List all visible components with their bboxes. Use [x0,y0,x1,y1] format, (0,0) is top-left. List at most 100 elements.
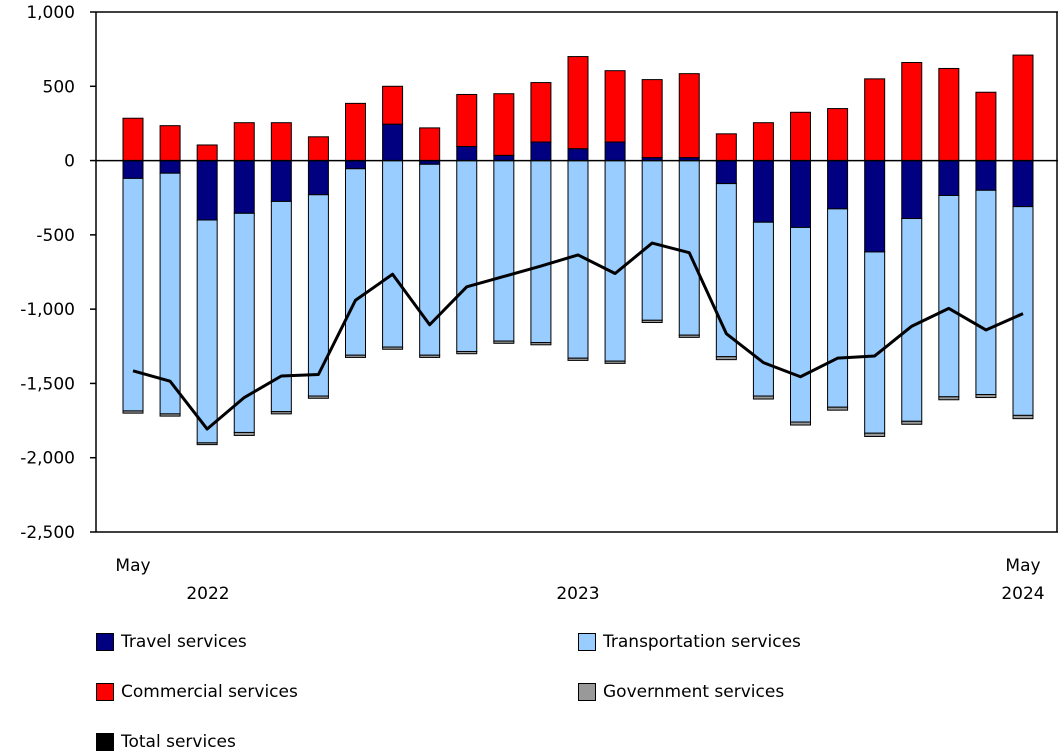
bar-commercial-2023-09 [715,133,737,162]
y-tick-label: 0 [64,152,75,172]
bar-government-2023-04 [530,342,552,346]
bars-layer [122,54,1034,446]
y-tick-label: -500 [36,226,75,246]
bar-government-2022-08 [233,431,255,436]
bar-travel-2024-05 [1012,160,1034,208]
bar-transportation-2024-04 [975,189,997,396]
legend-item-commercial: Commercial services [96,682,298,702]
bar-commercial-2023-06 [604,70,626,143]
bar-travel-2023-12 [827,160,849,210]
bar-commercial-2023-01 [419,127,441,162]
bar-transportation-2022-11 [345,168,366,356]
stacked-bar-line-chart: 1,000 500 0 -500 -1,000 -1,500 -2,000 -2,500 Ma… [20,3,1058,604]
bar-commercial-2023-10 [752,122,774,162]
bar-transportation-2024-01 [864,251,886,434]
bar-government-2024-03 [938,396,960,401]
bar-transportation-2022-05 [122,177,144,412]
y-tick-label: 1,000 [26,3,75,23]
bar-transportation-2023-11 [790,226,811,423]
line-total [132,241,1024,431]
bar-travel-2022-08 [233,160,255,214]
legend-swatch-transportation [578,633,596,651]
bar-transportation-2023-06 [604,160,626,362]
bar-government-2024-01 [864,432,886,437]
bar-travel-2023-06 [604,141,626,162]
bar-commercial-2023-12 [827,108,849,162]
bar-government-2022-07 [196,442,218,446]
bar-government-2023-09 [715,356,737,361]
bar-travel-2023-09 [715,160,737,185]
bar-travel-2024-04 [975,160,997,191]
bar-government-2023-02 [456,350,478,355]
bar-government-2023-01 [419,354,441,358]
bar-transportation-2022-10 [307,194,329,397]
bar-commercial-2022-11 [345,102,366,162]
bar-transportation-2024-03 [938,194,960,398]
legend-label-total: Total services [121,732,236,752]
x-tick-label-month: May [1005,556,1040,576]
bar-travel-2022-07 [196,160,218,221]
bar-government-2023-10 [752,395,774,400]
bar-government-2023-11 [790,421,811,426]
bar-travel-2022-12 [382,123,404,162]
bar-commercial-2023-08 [678,73,700,159]
bar-government-2023-12 [827,406,849,411]
legend-item-travel: Travel services [96,632,247,652]
bar-travel-2024-03 [938,160,960,196]
bar-transportation-2022-08 [233,212,255,433]
bar-transportation-2023-02 [456,160,478,352]
x-tick-label-year: 2024 [1001,584,1044,604]
y-axis: 1,000 500 0 -500 -1,000 -1,500 -2,000 -2,500 [20,3,96,543]
bar-transportation-2024-05 [1012,206,1034,416]
legend-swatch-total [96,733,114,751]
bar-government-2022-09 [270,411,292,415]
bar-commercial-2023-05 [567,56,589,150]
bar-commercial-2022-09 [270,122,292,162]
bar-transportation-2023-01 [419,163,441,356]
legend-label-government: Government services [603,682,785,702]
bar-transportation-2023-03 [493,160,515,342]
bar-commercial-2022-05 [122,117,144,162]
bar-commercial-2022-07 [196,144,218,162]
legend-item-total: Total services [96,732,236,752]
bar-transportation-2023-04 [530,160,552,344]
x-axis: May 2022 2023 May 2024 [115,556,1044,604]
legend-item-government: Government services [578,682,784,702]
bar-commercial-2024-03 [938,67,960,162]
bar-travel-2024-02 [901,160,923,220]
bar-transportation-2023-10 [752,221,774,397]
bar-government-2023-06 [604,360,626,364]
x-tick-label-year: 2022 [186,584,229,604]
legend-label-travel: Travel services [121,632,247,652]
y-tick-label: 500 [43,77,75,97]
x-tick-label-month: May [115,556,150,576]
bar-commercial-2024-04 [975,91,997,162]
y-tick-label: -2,000 [20,449,75,469]
bar-commercial-2023-02 [456,93,478,147]
bar-travel-2023-11 [790,160,811,228]
bar-commercial-2022-10 [307,136,329,162]
bar-travel-2022-10 [307,160,329,196]
bar-government-2022-10 [307,395,329,399]
bar-commercial-2022-06 [159,125,181,162]
bar-commercial-2024-01 [864,78,886,162]
legend-label-commercial: Commercial services [121,682,298,702]
bar-government-2022-11 [345,354,366,358]
bar-travel-2022-06 [159,160,181,174]
bar-commercial-2024-05 [1012,54,1034,162]
bar-transportation-2024-02 [901,218,923,422]
bar-travel-2023-02 [456,145,478,162]
bar-commercial-2023-07 [641,79,663,159]
bar-transportation-2023-12 [827,208,849,408]
bar-government-2022-12 [382,346,404,350]
bar-commercial-2023-11 [790,111,811,162]
bar-government-2022-05 [122,410,144,414]
bar-commercial-2022-08 [233,122,255,162]
x-tick-label-year: 2023 [556,584,599,604]
bar-government-2024-02 [901,420,923,425]
bar-travel-2024-01 [864,160,886,253]
y-tick-label: -1,000 [20,300,75,320]
total-line-layer [132,241,1024,431]
bar-government-2022-06 [159,413,181,417]
